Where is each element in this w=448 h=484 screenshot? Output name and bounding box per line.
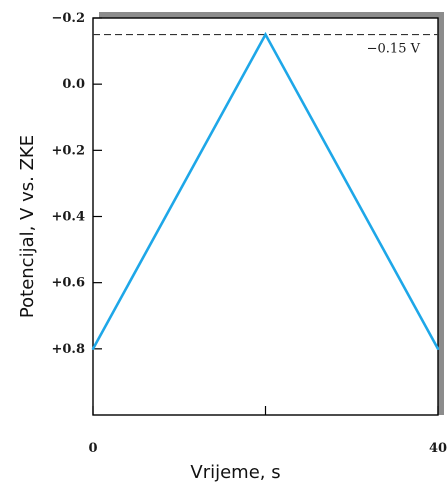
y-tick-label: +0.4 [51, 210, 85, 225]
x-axis-tick-labels: 0 40 [88, 441, 447, 456]
series-point [91, 347, 95, 351]
plot-frame [92, 17, 439, 416]
frame-shadow-right [436, 12, 444, 415]
x-tick-label: 40 [429, 441, 447, 456]
frame-shadow-top [99, 12, 444, 20]
x-axis-ticks [92, 406, 439, 415]
series-point [436, 347, 440, 351]
y-axis-tick-labels: −0.2 0.0 +0.2 +0.4 +0.6 +0.8 [51, 11, 85, 357]
x-tick-label: 0 [88, 441, 97, 456]
series-point [264, 33, 267, 36]
reference-line-label: −0.15 V [367, 42, 421, 57]
y-tick-label: 0.0 [62, 77, 85, 92]
y-tick-label: +0.6 [51, 276, 85, 291]
frame-shadow [99, 12, 444, 415]
x-axis-title: Vrijeme, s [190, 462, 280, 483]
y-axis-title: Potencijal, V vs. ZKE [17, 135, 38, 318]
y-axis-ticks [93, 17, 102, 350]
y-tick-label: +0.2 [51, 143, 85, 158]
y-tick-label: +0.8 [51, 342, 85, 357]
series-points [91, 33, 440, 351]
y-tick-label: −0.2 [51, 11, 85, 26]
